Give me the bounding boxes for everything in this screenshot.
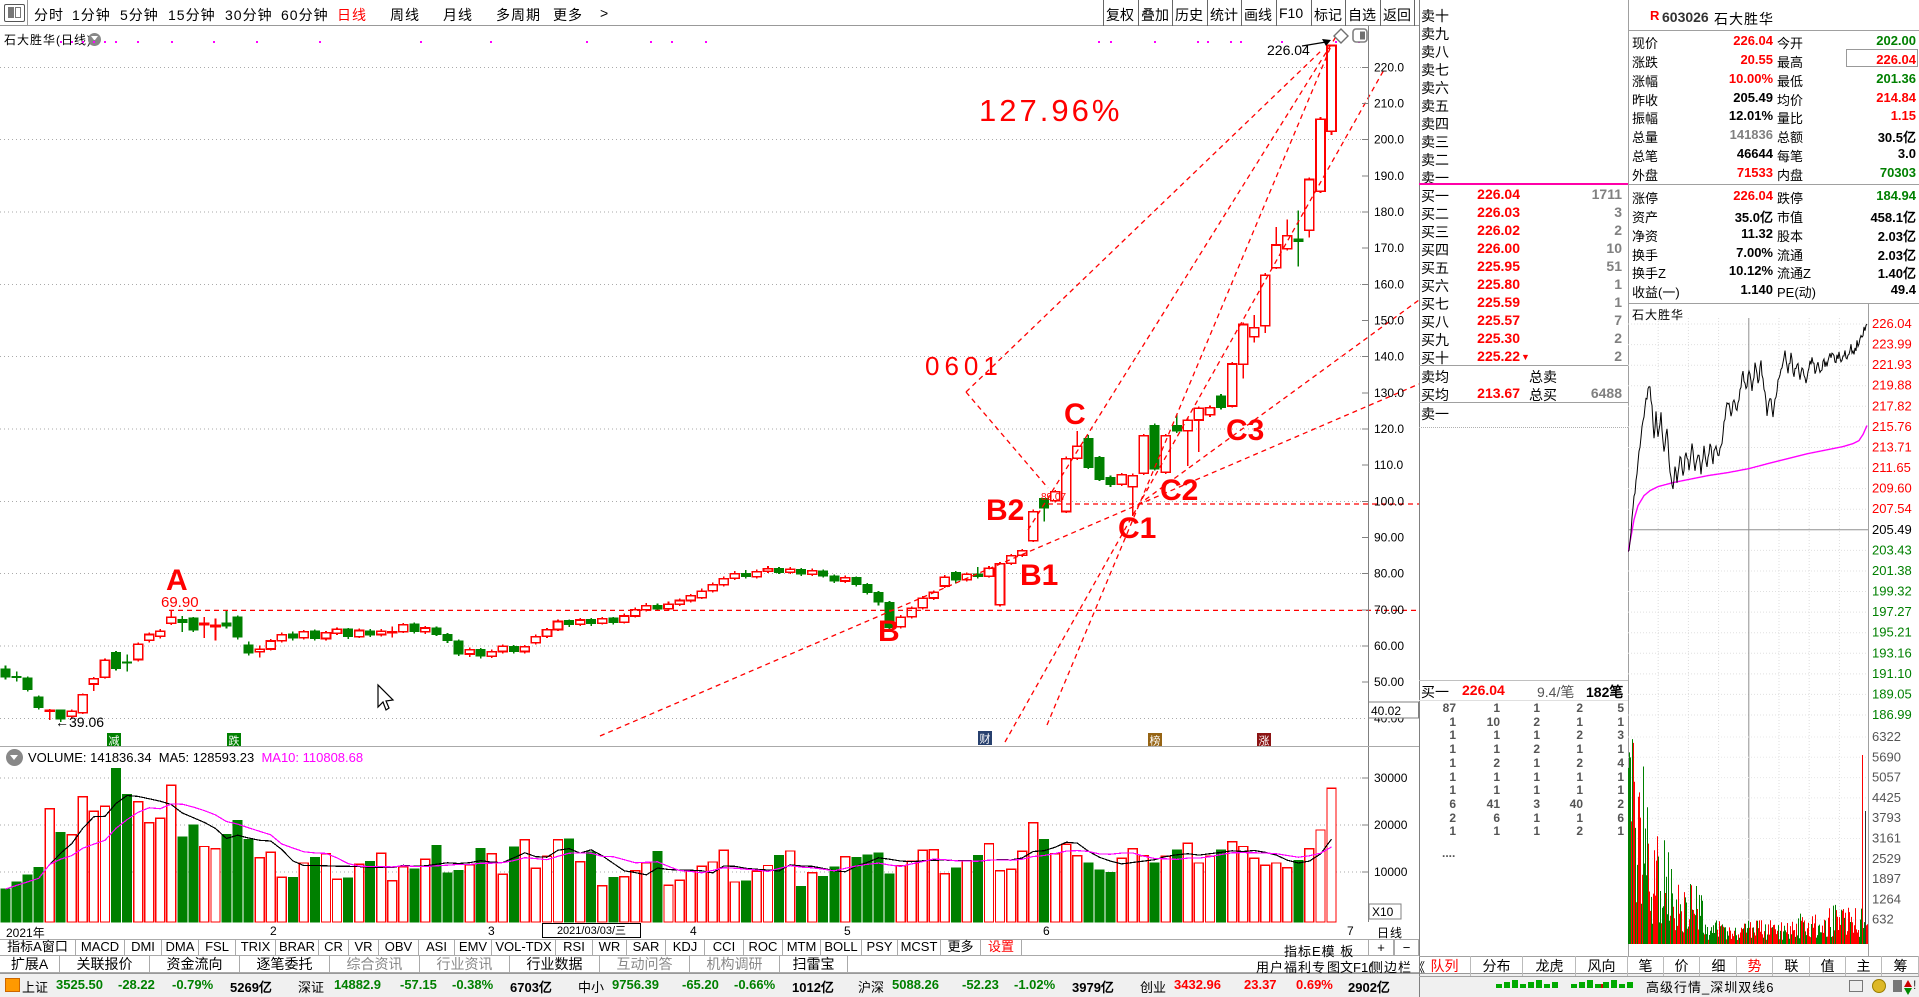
svg-text:B: B xyxy=(878,615,900,648)
svg-text:榜: 榜 xyxy=(1150,734,1161,748)
svg-text:195.21: 195.21 xyxy=(1872,625,1912,640)
svg-text:1897: 1897 xyxy=(1872,871,1901,886)
svg-text:3793: 3793 xyxy=(1872,810,1901,825)
svg-text:0601: 0601 xyxy=(925,351,1003,381)
svg-text:180.0: 180.0 xyxy=(1374,205,1404,219)
svg-text:201.38: 201.38 xyxy=(1872,563,1912,578)
svg-text:C1: C1 xyxy=(1118,512,1156,545)
svg-text:205.49: 205.49 xyxy=(1872,522,1912,537)
svg-text:199.32: 199.32 xyxy=(1872,584,1912,599)
svg-text:←39.06: ←39.06 xyxy=(55,714,104,730)
svg-text:130.0: 130.0 xyxy=(1374,386,1404,400)
svg-text:10000: 10000 xyxy=(1374,865,1408,879)
svg-text:200.0: 200.0 xyxy=(1374,133,1404,147)
svg-text:220.0: 220.0 xyxy=(1374,60,1404,74)
svg-text:226.04: 226.04 xyxy=(1267,42,1310,58)
svg-text:193.16: 193.16 xyxy=(1872,645,1912,660)
svg-text:170.0: 170.0 xyxy=(1374,241,1404,255)
svg-text:跌: 跌 xyxy=(229,734,240,748)
svg-text:69.90: 69.90 xyxy=(161,594,199,611)
svg-text:减: 减 xyxy=(109,735,120,748)
svg-text:C: C xyxy=(1064,398,1086,431)
svg-text:632: 632 xyxy=(1872,912,1894,927)
svg-text:X10: X10 xyxy=(1372,905,1394,919)
svg-text:3161: 3161 xyxy=(1872,831,1901,846)
svg-text:20000: 20000 xyxy=(1374,818,1408,832)
svg-text:140.0: 140.0 xyxy=(1374,350,1404,364)
svg-text:50.00: 50.00 xyxy=(1374,675,1404,689)
svg-text:203.43: 203.43 xyxy=(1872,542,1912,557)
svg-text:80.00: 80.00 xyxy=(1374,567,1404,581)
svg-text:5057: 5057 xyxy=(1872,770,1901,785)
svg-text:A: A xyxy=(166,564,188,597)
svg-text:226.04: 226.04 xyxy=(1872,316,1912,331)
svg-text:C2: C2 xyxy=(1160,474,1198,507)
svg-text:5690: 5690 xyxy=(1872,749,1901,764)
svg-text:70.00: 70.00 xyxy=(1374,603,1404,617)
svg-text:217.82: 217.82 xyxy=(1872,398,1912,413)
svg-text:207.54: 207.54 xyxy=(1872,501,1912,516)
svg-text:189.05: 189.05 xyxy=(1872,686,1912,701)
svg-text:60.00: 60.00 xyxy=(1374,639,1404,653)
svg-text:4425: 4425 xyxy=(1872,790,1901,805)
svg-text:财: 财 xyxy=(980,732,991,746)
svg-text:30000: 30000 xyxy=(1374,771,1408,785)
svg-text:215.76: 215.76 xyxy=(1872,419,1912,434)
svg-text:89.07: 89.07 xyxy=(1041,492,1066,503)
svg-text:186.99: 186.99 xyxy=(1872,707,1912,722)
svg-text:209.60: 209.60 xyxy=(1872,481,1912,496)
svg-text:6322: 6322 xyxy=(1872,729,1901,744)
svg-text:213.71: 213.71 xyxy=(1872,440,1912,455)
svg-text:150.0: 150.0 xyxy=(1374,314,1404,328)
svg-text:110.0: 110.0 xyxy=(1374,458,1403,472)
svg-text:2529: 2529 xyxy=(1872,851,1901,866)
svg-text:190.0: 190.0 xyxy=(1374,169,1404,183)
svg-text:221.93: 221.93 xyxy=(1872,357,1912,372)
svg-text:210.0: 210.0 xyxy=(1374,97,1404,111)
svg-text:223.99: 223.99 xyxy=(1872,337,1912,352)
svg-text:197.27: 197.27 xyxy=(1872,604,1912,619)
svg-text:B1: B1 xyxy=(1020,559,1058,592)
svg-text:160.0: 160.0 xyxy=(1374,277,1404,291)
svg-text:127.96%: 127.96% xyxy=(979,93,1122,128)
svg-text:1264: 1264 xyxy=(1872,891,1901,906)
svg-text:100.0: 100.0 xyxy=(1374,494,1404,508)
svg-text:120.0: 120.0 xyxy=(1374,422,1404,436)
svg-text:90.00: 90.00 xyxy=(1374,531,1404,545)
svg-text:219.88: 219.88 xyxy=(1872,378,1912,393)
svg-text:C3: C3 xyxy=(1226,414,1264,447)
svg-text:B2: B2 xyxy=(986,494,1024,527)
svg-text:40.02: 40.02 xyxy=(1371,704,1401,718)
svg-text:211.65: 211.65 xyxy=(1872,460,1911,475)
svg-text:涨: 涨 xyxy=(1259,735,1270,748)
svg-text:191.10: 191.10 xyxy=(1872,666,1912,681)
